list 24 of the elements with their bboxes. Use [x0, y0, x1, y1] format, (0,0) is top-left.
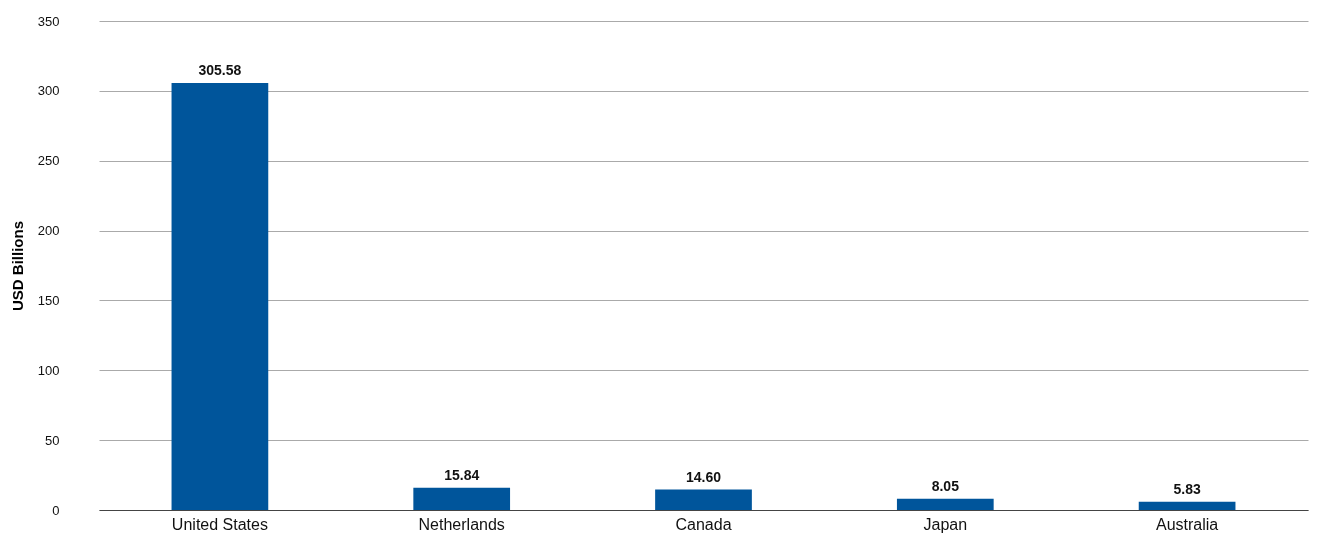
bar [655, 489, 752, 510]
y-tick-label: 200 [37, 223, 60, 239]
x-tick-label: United States [171, 515, 268, 533]
x-tick-label: Australia [1155, 515, 1219, 533]
data-label: 305.58 [198, 62, 242, 79]
y-tick-label: 150 [37, 292, 60, 308]
y-axis-title: USD Billions [8, 220, 26, 312]
y-tick-label: 300 [37, 83, 60, 99]
bar [896, 498, 994, 510]
bar [1138, 501, 1236, 510]
x-tick-label: Netherlands [418, 515, 505, 533]
data-label: 5.83 [1173, 480, 1201, 497]
x-tick-label: Canada [675, 515, 732, 533]
y-tick-label: 50 [45, 432, 60, 448]
y-tick-label: 0 [52, 502, 60, 518]
data-label: 8.05 [931, 477, 960, 494]
y-tick-label: 100 [37, 362, 60, 378]
y-tick-label: 350 [37, 13, 60, 29]
data-label: 14.60 [685, 468, 722, 485]
bar [413, 487, 511, 510]
data-label: 15.84 [444, 466, 480, 483]
y-tick-label: 250 [37, 153, 60, 169]
bar [171, 83, 269, 510]
x-tick-label: Japan [923, 515, 968, 533]
